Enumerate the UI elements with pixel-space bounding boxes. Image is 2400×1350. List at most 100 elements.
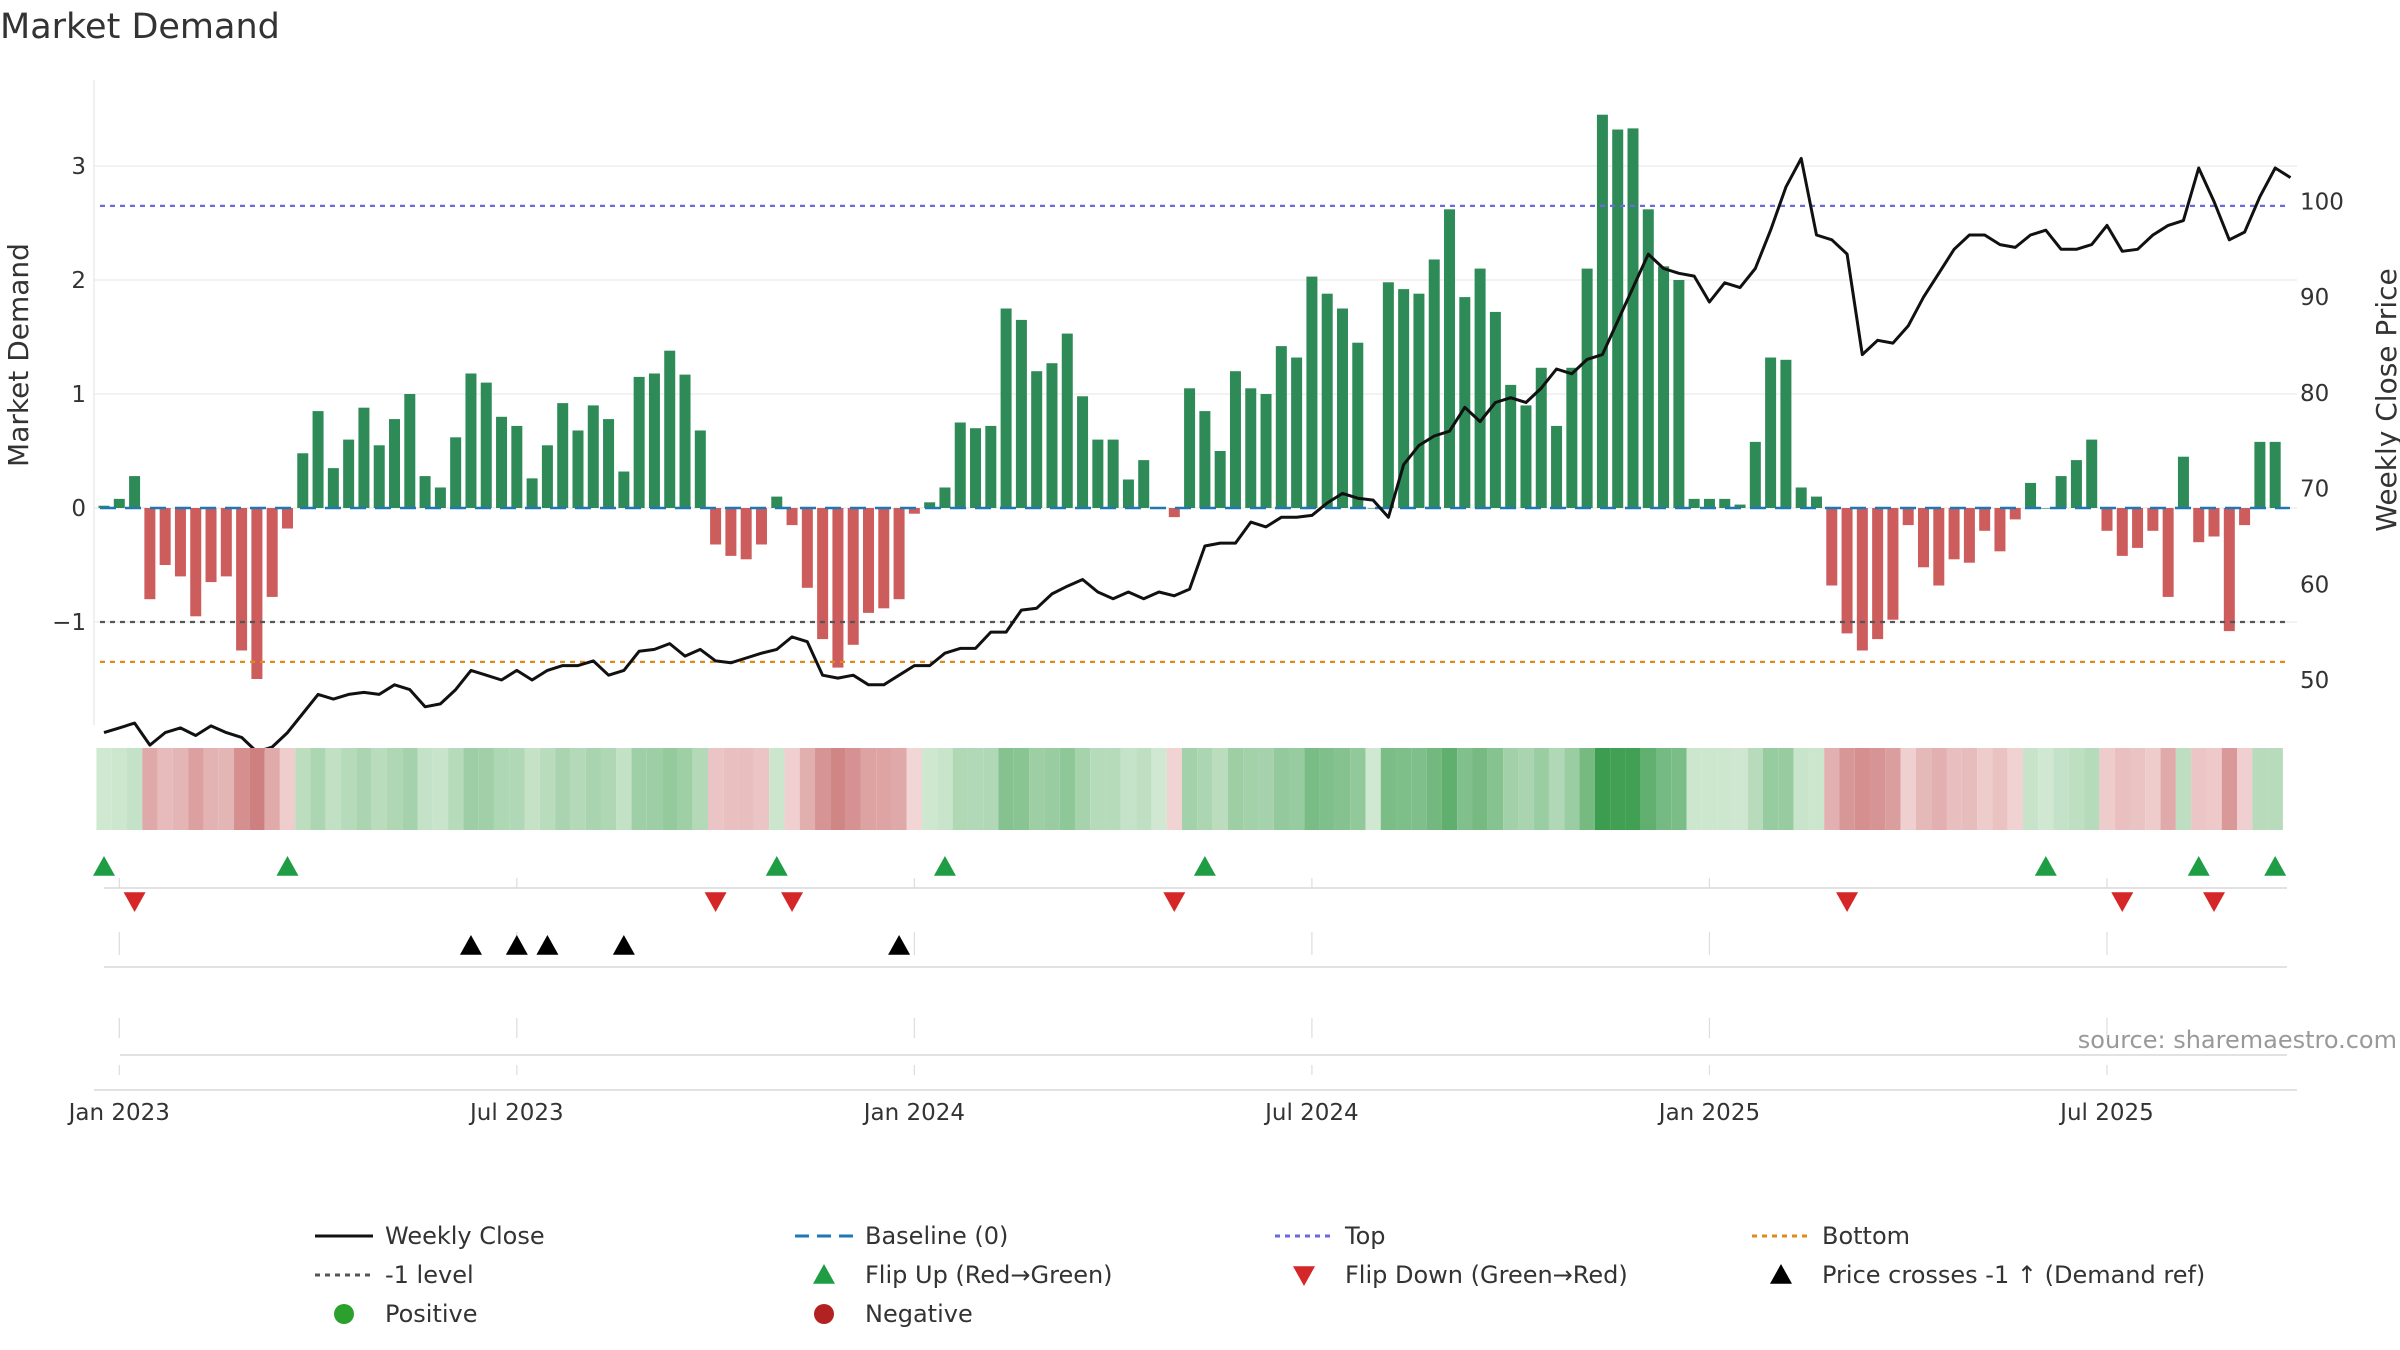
positive-bar bbox=[1673, 280, 1685, 508]
heat-cell bbox=[1686, 748, 1702, 830]
heat-cell bbox=[1640, 748, 1656, 830]
negative-bar bbox=[251, 508, 263, 679]
negative-bar bbox=[1963, 508, 1975, 563]
heat-cell bbox=[708, 748, 724, 830]
positive-bar bbox=[1642, 209, 1654, 508]
positive-bar bbox=[1260, 394, 1272, 508]
heat-cell bbox=[356, 748, 372, 830]
heat-cell bbox=[600, 748, 617, 830]
source-note: source: sharemaestro.com bbox=[2078, 1026, 2397, 1054]
heat-cell bbox=[1732, 748, 1748, 830]
flip-down-marker bbox=[1163, 892, 1186, 912]
heat-cell bbox=[1885, 748, 1901, 830]
positive-bar bbox=[1245, 388, 1257, 508]
heat-cell bbox=[1074, 748, 1091, 830]
positive-bar bbox=[954, 422, 966, 508]
positive-bar bbox=[985, 425, 997, 508]
legend-item: Baseline (0) bbox=[795, 1222, 1008, 1250]
y-axis-label: Market Demand bbox=[2, 243, 35, 467]
heat-cell bbox=[218, 748, 235, 830]
heat-cell bbox=[616, 748, 632, 830]
positive-bar bbox=[526, 478, 538, 508]
positive-bar bbox=[2177, 456, 2189, 508]
heat-cell bbox=[1243, 748, 1259, 830]
heat-cell bbox=[1304, 748, 1320, 830]
positive-bar bbox=[1199, 411, 1211, 508]
positive-bar bbox=[1061, 333, 1073, 508]
positive-bar bbox=[1291, 357, 1303, 508]
heat-cell bbox=[1380, 748, 1397, 830]
positive-bar bbox=[1551, 425, 1563, 508]
positive-bar bbox=[664, 350, 676, 508]
heat-cell bbox=[662, 748, 678, 830]
heat-cell bbox=[1212, 748, 1228, 830]
negative-bar bbox=[863, 508, 874, 613]
x-tick-label: Jan 2025 bbox=[1657, 1100, 1760, 1126]
positive-bar bbox=[618, 471, 630, 508]
heat-cell bbox=[1854, 748, 1871, 830]
heat-cell bbox=[2007, 748, 2023, 830]
positive-bar bbox=[1765, 357, 1777, 508]
positive-bar bbox=[389, 419, 401, 508]
y2-axis-label: Weekly Close Price bbox=[2370, 268, 2400, 531]
heat-cell bbox=[876, 748, 892, 830]
negative-bar bbox=[1948, 508, 1960, 560]
heat-cell bbox=[2267, 748, 2283, 830]
heat-cell bbox=[906, 748, 923, 830]
price-cross-marker bbox=[612, 935, 635, 955]
heat-cell bbox=[1197, 748, 1213, 830]
heat-cell bbox=[1411, 748, 1427, 830]
negative-bar bbox=[2193, 508, 2205, 543]
positive-bar bbox=[1336, 308, 1348, 508]
heat-cell bbox=[2206, 748, 2222, 830]
price-cross-marker bbox=[459, 935, 482, 955]
heat-cell bbox=[738, 748, 754, 830]
heat-cell bbox=[2252, 748, 2268, 830]
heat-cell bbox=[249, 748, 265, 830]
heat-cell bbox=[1472, 748, 1488, 830]
legend-label: Negative bbox=[865, 1300, 973, 1328]
heat-cell bbox=[723, 748, 739, 830]
flip-down-marker bbox=[704, 892, 727, 912]
positive-bar bbox=[603, 419, 615, 508]
heat-cell bbox=[1503, 748, 1519, 830]
positive-bar bbox=[2086, 439, 2098, 508]
positive-bar bbox=[2254, 441, 2266, 508]
heat-cell bbox=[1961, 748, 1978, 830]
negative-bar bbox=[1918, 508, 1930, 568]
positive-bar bbox=[129, 476, 141, 508]
demand-bars bbox=[98, 114, 2281, 679]
negative-bar bbox=[159, 508, 171, 565]
flip-up-marker bbox=[2034, 856, 2057, 876]
positive-bar bbox=[1703, 498, 1715, 508]
chart-title: Market Demand bbox=[0, 7, 280, 47]
weekly-close-series bbox=[103, 156, 2292, 754]
heat-cell bbox=[769, 748, 785, 830]
heat-cell bbox=[922, 748, 938, 830]
heat-cell bbox=[295, 748, 311, 830]
heat-cell bbox=[1655, 748, 1672, 830]
y-axis-ticks: −1 0 1 2 3 bbox=[52, 154, 86, 636]
positive-bar bbox=[694, 430, 706, 508]
positive-bar bbox=[1398, 289, 1410, 508]
heat-cell bbox=[509, 748, 525, 830]
negative-bar bbox=[1933, 508, 1945, 586]
y-tick-label: 3 bbox=[71, 154, 86, 180]
negative-bar bbox=[817, 508, 829, 640]
negative-bar bbox=[893, 508, 905, 600]
heat-cell bbox=[1946, 748, 1962, 830]
positive-bar bbox=[113, 498, 125, 508]
heat-cell bbox=[937, 748, 953, 830]
positive-bar bbox=[2040, 508, 2052, 509]
y-tick-label: 1 bbox=[71, 382, 86, 408]
heat-cell bbox=[1181, 748, 1198, 830]
positive-bar bbox=[1535, 367, 1547, 508]
negative-bar bbox=[2223, 508, 2235, 632]
positive-bar bbox=[1275, 346, 1287, 508]
negative-bar bbox=[281, 508, 293, 529]
legend-item: Flip Down (Green→Red) bbox=[1293, 1261, 1628, 1289]
legend-item: Bottom bbox=[1752, 1222, 1910, 1250]
positive-bar bbox=[1688, 498, 1700, 508]
positive-bar bbox=[679, 374, 691, 508]
